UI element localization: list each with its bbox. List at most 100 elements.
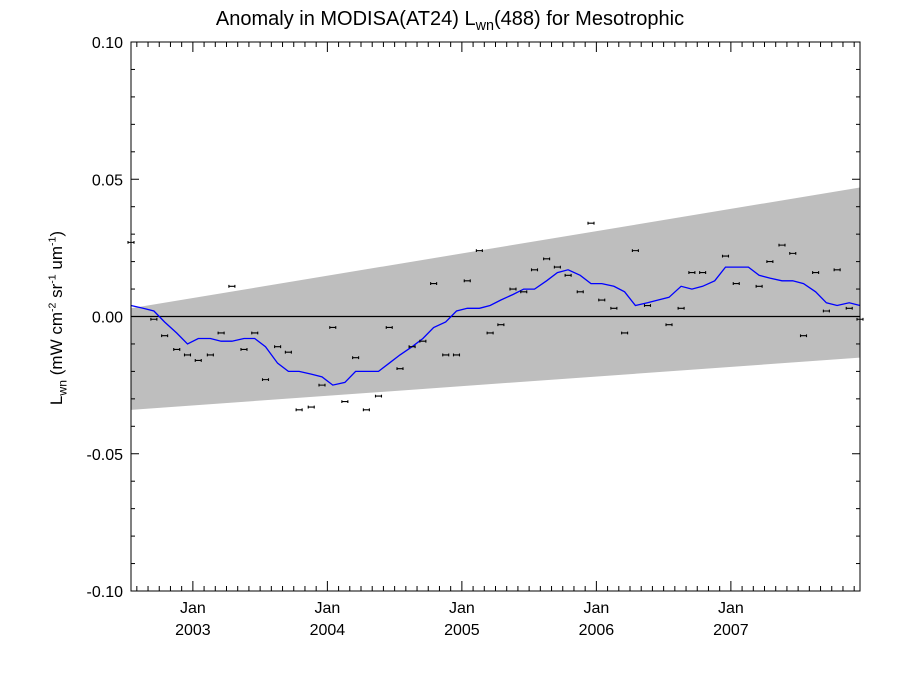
data-point-marker <box>755 284 763 288</box>
data-point-marker <box>329 326 337 329</box>
data-point-marker <box>408 345 416 349</box>
data-point <box>194 359 202 362</box>
data-point <box>341 400 349 403</box>
data-point-marker <box>576 290 584 294</box>
data-point <box>564 273 572 277</box>
data-point <box>643 304 652 307</box>
data-point-marker <box>688 271 696 274</box>
data-point-marker <box>452 353 461 357</box>
data-point <box>352 356 360 360</box>
data-points-layer <box>127 221 864 412</box>
data-point <box>295 408 303 412</box>
data-point-marker <box>318 383 326 387</box>
x-tick-label-month: Jan <box>718 600 744 617</box>
chart-title: Anomaly in MODISA(AT24) Lwn(488) for Mes… <box>215 8 685 35</box>
data-point <box>520 290 528 294</box>
data-point <box>799 334 808 338</box>
data-point-marker <box>732 282 740 285</box>
y-tick-label: -0.05 <box>87 447 124 464</box>
data-point-marker <box>274 345 282 349</box>
data-point <box>173 348 181 351</box>
data-point-marker <box>150 317 158 321</box>
data-point <box>307 405 315 409</box>
data-point <box>396 367 404 371</box>
data-point-marker <box>362 408 370 412</box>
data-point <box>621 331 629 335</box>
data-point <box>812 271 820 274</box>
data-point <box>587 221 595 225</box>
data-point <box>408 345 416 349</box>
y-tick-label: 0.00 <box>92 310 123 327</box>
data-point <box>553 265 561 269</box>
data-point <box>766 260 774 263</box>
data-point <box>183 353 192 357</box>
data-point-marker <box>295 408 303 412</box>
data-point <box>822 309 830 313</box>
data-point-marker <box>520 290 528 294</box>
data-point <box>778 243 786 247</box>
data-point-marker <box>240 348 248 351</box>
data-point <box>610 306 618 310</box>
data-point <box>486 331 494 335</box>
data-point-marker <box>486 331 494 335</box>
data-point-marker <box>677 306 685 310</box>
data-point <box>755 284 763 288</box>
data-point <box>251 331 259 335</box>
data-point <box>274 345 282 349</box>
data-point <box>452 353 461 357</box>
data-point-marker <box>778 243 786 247</box>
data-point-marker <box>766 260 774 263</box>
data-point-marker <box>161 334 169 338</box>
data-point-marker <box>587 221 595 225</box>
data-point-marker <box>206 353 214 357</box>
data-point <box>374 394 383 398</box>
data-point-marker <box>799 334 808 338</box>
data-point <box>150 317 158 321</box>
data-point <box>430 282 438 285</box>
data-point-marker <box>564 273 572 277</box>
smoothed-line-layer <box>130 266 861 386</box>
data-point-marker <box>822 309 830 313</box>
data-point-marker <box>812 271 820 274</box>
data-point <box>576 290 584 294</box>
data-point-marker <box>374 394 383 398</box>
data-point-marker <box>194 359 202 362</box>
data-point-marker <box>217 331 225 335</box>
data-point <box>543 257 551 261</box>
data-point <box>598 298 606 302</box>
data-point <box>161 334 169 338</box>
smoothed-series-line <box>130 266 861 386</box>
envelope-layer <box>131 187 860 410</box>
data-point <box>419 339 427 343</box>
data-point-marker <box>307 405 315 409</box>
x-tick-label-year: 2003 <box>175 622 211 639</box>
x-tick-label-year: 2007 <box>713 622 749 639</box>
data-point-marker <box>442 353 450 357</box>
data-point <box>497 323 505 327</box>
data-point-marker <box>385 326 393 329</box>
data-point-marker <box>721 254 730 258</box>
data-point-marker <box>173 348 181 351</box>
data-point <box>284 350 292 354</box>
data-point-marker <box>352 356 360 360</box>
data-point-marker <box>530 268 539 272</box>
data-point-marker <box>598 298 606 302</box>
data-point-marker <box>396 367 404 371</box>
data-point-marker <box>699 271 707 274</box>
x-tick-label-month: Jan <box>180 600 206 617</box>
data-point-marker <box>610 306 618 310</box>
x-tick-label-month: Jan <box>583 600 609 617</box>
data-point <box>631 249 639 253</box>
data-point-marker <box>463 279 471 283</box>
data-point <box>475 249 483 253</box>
data-point <box>833 268 841 272</box>
data-point <box>318 383 326 387</box>
data-point <box>463 279 471 283</box>
data-point-marker <box>284 350 292 354</box>
data-point <box>665 323 673 327</box>
data-point <box>789 251 797 255</box>
data-point-marker <box>789 251 797 255</box>
y-tick-label: 0.10 <box>92 35 123 52</box>
x-tick-label-month: Jan <box>449 600 475 617</box>
data-point <box>240 348 248 351</box>
